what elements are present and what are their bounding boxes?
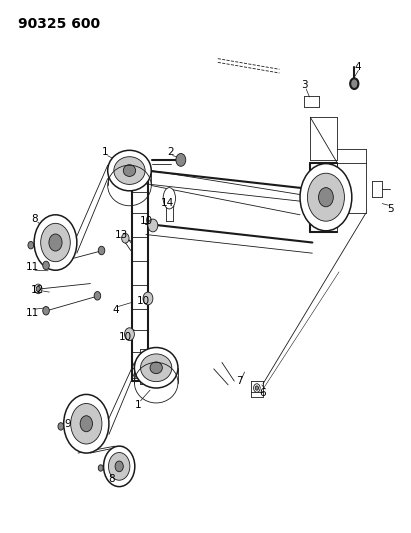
- Circle shape: [125, 328, 134, 341]
- Circle shape: [307, 173, 344, 221]
- Circle shape: [43, 261, 49, 270]
- Text: 6: 6: [260, 388, 266, 398]
- Ellipse shape: [123, 165, 136, 176]
- Circle shape: [115, 461, 123, 472]
- Circle shape: [58, 423, 64, 430]
- Text: 11: 11: [25, 308, 39, 318]
- Text: 1: 1: [102, 147, 108, 157]
- Ellipse shape: [141, 354, 172, 382]
- Circle shape: [43, 306, 49, 315]
- Circle shape: [350, 78, 358, 89]
- Ellipse shape: [134, 348, 178, 388]
- Circle shape: [122, 233, 129, 243]
- Text: 5: 5: [387, 204, 394, 214]
- Text: 14: 14: [161, 198, 174, 207]
- Circle shape: [34, 215, 77, 270]
- Circle shape: [319, 188, 333, 207]
- Text: 90325 600: 90325 600: [18, 17, 101, 31]
- Text: 8: 8: [109, 474, 115, 483]
- Ellipse shape: [114, 157, 145, 184]
- Text: 4: 4: [354, 62, 361, 71]
- Circle shape: [71, 403, 102, 444]
- Circle shape: [104, 446, 135, 487]
- Circle shape: [148, 219, 158, 232]
- Text: 7: 7: [236, 376, 242, 386]
- Circle shape: [28, 241, 34, 249]
- Circle shape: [143, 292, 153, 305]
- Text: 2: 2: [167, 147, 174, 157]
- Circle shape: [255, 386, 259, 390]
- Circle shape: [64, 394, 109, 453]
- Circle shape: [41, 223, 70, 262]
- Circle shape: [176, 154, 186, 166]
- Circle shape: [35, 284, 42, 294]
- Text: 1: 1: [134, 400, 141, 410]
- Text: 4: 4: [113, 305, 119, 315]
- Text: 11: 11: [25, 262, 39, 271]
- Text: 9: 9: [65, 419, 71, 429]
- Circle shape: [109, 453, 130, 480]
- Circle shape: [36, 286, 40, 292]
- Text: 3: 3: [301, 80, 307, 90]
- Text: 8: 8: [32, 214, 38, 223]
- Circle shape: [94, 292, 101, 300]
- Circle shape: [98, 465, 103, 471]
- Ellipse shape: [150, 362, 162, 374]
- Text: 12: 12: [30, 286, 44, 295]
- Text: 10: 10: [137, 296, 150, 306]
- Circle shape: [49, 234, 62, 251]
- Ellipse shape: [108, 150, 151, 191]
- Circle shape: [98, 246, 105, 255]
- Circle shape: [254, 384, 260, 392]
- Ellipse shape: [163, 188, 175, 209]
- Circle shape: [300, 164, 352, 231]
- Circle shape: [80, 416, 92, 432]
- Text: 13: 13: [115, 230, 128, 239]
- Text: 10: 10: [119, 332, 132, 342]
- Text: 10: 10: [139, 216, 152, 226]
